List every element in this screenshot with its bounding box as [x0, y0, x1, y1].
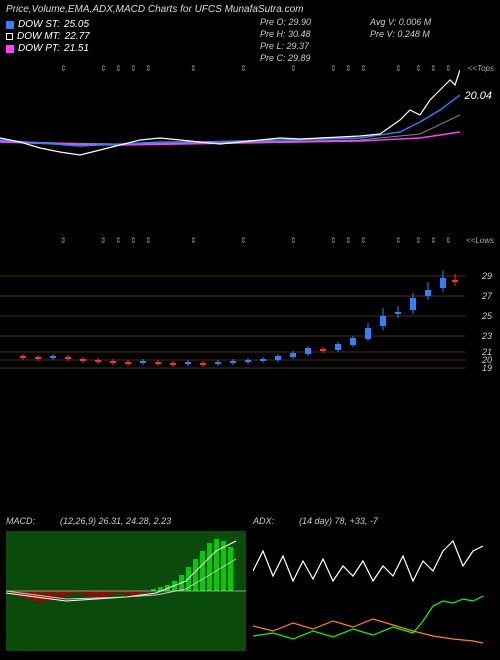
- swatch-pt: [6, 45, 14, 53]
- legend-dow-pt: DOW PT: 21.51: [6, 43, 90, 54]
- candle-ylabel: 29: [482, 271, 492, 281]
- dow-st-value: 25.05: [64, 19, 89, 30]
- dow-mt-label: DOW MT:: [17, 31, 61, 42]
- candle-chart: 29272523212019: [0, 268, 500, 376]
- candle-ylabel: 19: [482, 363, 492, 373]
- pre-o: Pre O: 29.90: [260, 16, 311, 28]
- swatch-st: [6, 21, 14, 29]
- last-price: 20.04: [464, 90, 492, 102]
- pre-v: Pre V: 0.248 M: [370, 28, 431, 40]
- arrow-icon: ⇕: [345, 236, 352, 245]
- pre-l: Pre L: 29.37: [260, 40, 311, 52]
- candle-svg: [0, 268, 465, 376]
- arrow-icon: ⇕: [190, 236, 197, 245]
- arrow-icon: ⇕: [100, 236, 107, 245]
- macd-params: (12,26,9) 26.31, 24.28, 2.23: [60, 516, 171, 526]
- adx-body: [253, 531, 494, 651]
- avg-v: Avg V: 0.006 M: [370, 16, 431, 28]
- main-chart-svg: [0, 60, 460, 220]
- candle-ylabel: 27: [482, 291, 492, 301]
- arrow-icon: ⇕: [130, 236, 137, 245]
- arrow-icon: ⇕: [290, 236, 297, 245]
- arrow-icon: ⇕: [240, 236, 247, 245]
- main-price-chart: [0, 60, 500, 230]
- macd-panel: MACD: (12,26,9) 26.31, 24.28, 2.23: [6, 516, 247, 656]
- pre-h: Pre H: 30.48: [260, 28, 311, 40]
- avg-vol: Avg V: 0.006 M Pre V: 0.248 M: [370, 16, 431, 40]
- candle-ylabel: 25: [482, 311, 492, 321]
- arrow-icon: ⇕: [145, 236, 152, 245]
- dow-mt-value: 22.77: [65, 31, 90, 42]
- dow-pt-value: 21.51: [64, 43, 89, 54]
- legend-dow-mt: DOW MT: 22.77: [6, 31, 90, 42]
- arrow-icon: ⇕: [395, 236, 402, 245]
- pre-ohlc: Pre O: 29.90 Pre H: 30.48 Pre L: 29.37 P…: [260, 16, 311, 64]
- arrow-icon: ⇕: [330, 236, 337, 245]
- swatch-mt: [6, 33, 13, 40]
- arrow-icon: ⇕: [415, 236, 422, 245]
- adx-label: ADX:: [253, 516, 274, 526]
- macd-body: [6, 531, 247, 651]
- adx-panel: ADX: (14 day) 78, +33, -7: [253, 516, 494, 656]
- lows-label: <<Lows: [466, 236, 494, 245]
- macd-label: MACD:: [6, 516, 35, 526]
- arrow-row-bottom: ⇕ ⇕ ⇕ ⇕ ⇕ ⇕ ⇕ ⇕ ⇕ ⇕ ⇕ ⇕ ⇕ ⇕ ⇕: [0, 236, 460, 248]
- empty-spacer: [0, 380, 500, 510]
- arrow-icon: ⇕: [430, 236, 437, 245]
- dow-pt-label: DOW PT:: [18, 43, 60, 54]
- arrow-icon: ⇕: [60, 236, 67, 245]
- candle-ylabel: 23: [482, 331, 492, 341]
- adx-params: (14 day) 78, +33, -7: [299, 516, 378, 526]
- legend-dow-st: DOW ST: 25.05: [6, 19, 90, 30]
- arrow-icon: ⇕: [115, 236, 122, 245]
- dow-st-label: DOW ST:: [18, 19, 60, 30]
- indicator-row: MACD: (12,26,9) 26.31, 24.28, 2.23 ADX: …: [6, 516, 494, 656]
- arrow-icon: ⇕: [360, 236, 367, 245]
- arrow-icon: ⇕: [445, 236, 452, 245]
